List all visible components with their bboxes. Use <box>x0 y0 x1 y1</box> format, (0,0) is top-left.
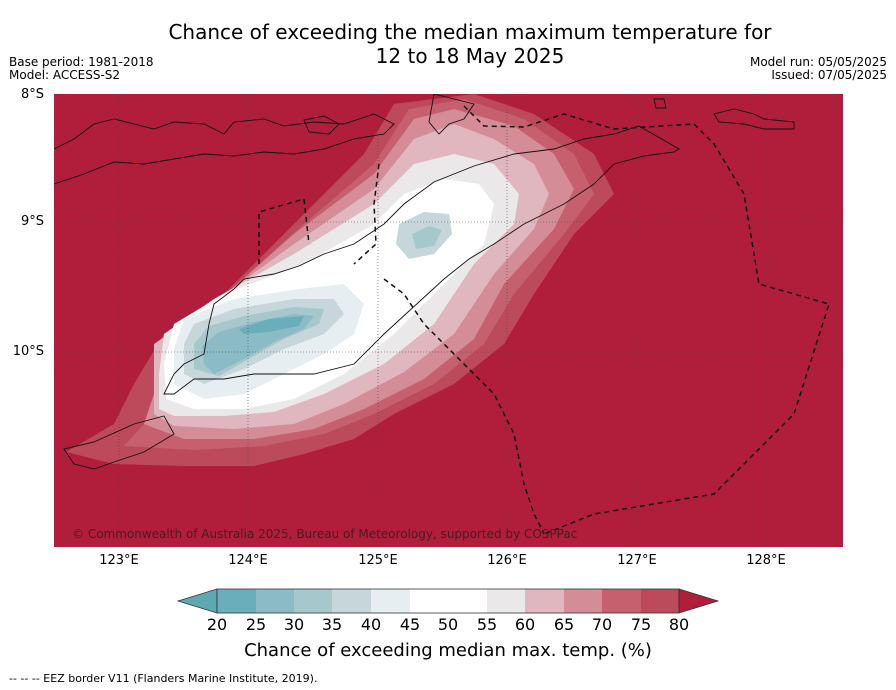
colorbar-bin <box>602 589 641 613</box>
lat-label-9s: 9°S <box>20 214 44 229</box>
colorbar-tick: 50 <box>437 615 459 634</box>
copyright-notice: © Commonwealth of Australia 2025, Bureau… <box>72 527 577 541</box>
colorbar-outline <box>216 588 680 614</box>
title-line-1: Chance of exceeding the median maximum t… <box>168 20 772 44</box>
colorbar-bin <box>448 589 487 613</box>
colorbar-tick: 45 <box>399 615 421 634</box>
colorbar-graphic <box>176 588 720 614</box>
eez-border <box>258 105 830 535</box>
colorbar-bin <box>564 589 602 613</box>
colorbar-bin <box>487 589 525 613</box>
lon-label-126e: 126°E <box>487 553 527 568</box>
colorbar-bin <box>217 589 256 613</box>
lon-label-127e: 127°E <box>617 553 657 568</box>
colorbar-tick: 40 <box>360 615 382 634</box>
probability-map: © Commonwealth of Australia 2025, Bureau… <box>54 94 843 547</box>
map-title: Chance of exceeding the median maximum t… <box>0 20 896 68</box>
model-run: Model run: 05/05/2025 <box>749 55 887 69</box>
eez-footer-note: -- -- -- EEZ border V11 (Flanders Marine… <box>9 672 318 685</box>
title-line-2: 12 to 18 May 2025 <box>375 44 565 68</box>
base-period: Base period: 1981-2018 <box>9 55 154 69</box>
probability-contours <box>66 94 614 466</box>
colorbar-tick: 30 <box>283 615 305 634</box>
colorbar-bin <box>256 589 294 613</box>
meta-left: Base period: 1981-2018 Model: ACCESS-S2 <box>9 56 154 82</box>
meta-right: Model run: 05/05/2025 Issued: 07/05/2025 <box>750 56 887 82</box>
colorbar-bin <box>332 589 371 613</box>
colorbar-bin <box>294 589 332 613</box>
lat-label-8s: 8°S <box>20 87 44 102</box>
graticule <box>54 94 843 547</box>
colorbar-tick: 35 <box>321 615 343 634</box>
colorbar-tick: 70 <box>591 615 613 634</box>
lon-label-128e: 128°E <box>746 553 786 568</box>
lon-label-123e: 123°E <box>99 553 139 568</box>
colorbar-tick: 60 <box>514 615 536 634</box>
colorbar-label: Chance of exceeding median max. temp. (%… <box>244 640 652 661</box>
lat-label-10s: 10°S <box>12 344 44 359</box>
colorbar-tick: 75 <box>630 615 652 634</box>
issued-date: Issued: 07/05/2025 <box>771 68 887 82</box>
colorbar: 20 25 30 35 40 45 50 55 60 65 70 75 80 C… <box>0 585 896 661</box>
colorbar-bin <box>641 589 679 613</box>
colorbar-tick: 80 <box>668 615 690 634</box>
colorbar-bin <box>371 589 410 613</box>
lon-label-124e: 124°E <box>228 553 268 568</box>
colorbar-bin <box>525 589 564 613</box>
colorbar-tick: 25 <box>245 615 267 634</box>
model-name: Model: ACCESS-S2 <box>9 68 121 82</box>
colorbar-low-arrow <box>176 588 218 614</box>
lon-label-125e: 125°E <box>358 553 398 568</box>
colorbar-tick: 20 <box>206 615 228 634</box>
colorbar-tick: 65 <box>553 615 575 634</box>
colorbar-bin <box>410 589 448 613</box>
coastlines <box>54 94 795 470</box>
colorbar-high-arrow <box>678 588 720 614</box>
colorbar-tick: 55 <box>476 615 498 634</box>
